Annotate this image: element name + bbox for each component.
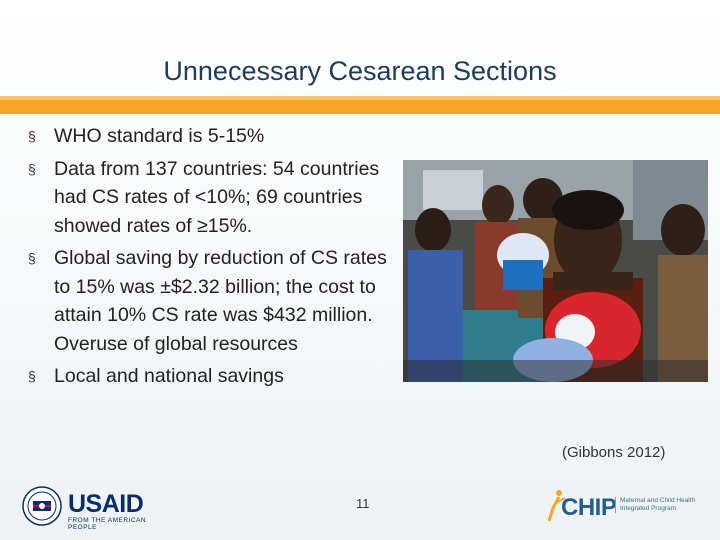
usaid-logo: USAID FROM THE AMERICAN PEOPLE xyxy=(22,484,172,531)
bullet-marker: § xyxy=(28,250,36,266)
bullet-text: Global saving by reduction of CS rates t… xyxy=(54,247,387,355)
bullet-marker: § xyxy=(28,160,36,177)
bullet-marker: § xyxy=(28,368,36,384)
bullet-item: § Data from 137 countries: 54 countries … xyxy=(28,155,400,241)
bullet-item: § WHO standard is 5-15% xyxy=(28,122,400,151)
chip-description: Maternal and Child Health Integrated Pro… xyxy=(615,497,705,513)
bullet-text: Local and national savings xyxy=(54,365,284,387)
usaid-seal-icon xyxy=(22,486,62,526)
bullet-item: § Local and national savings xyxy=(28,362,400,391)
bullet-marker: § xyxy=(28,128,36,144)
bullet-list: § WHO standard is 5-15% § Data from 137 … xyxy=(28,122,400,395)
title-accent-bar xyxy=(0,96,720,114)
mothers-with-babies-photo xyxy=(403,160,708,382)
slide-title: Unnecessary Cesarean Sections xyxy=(163,56,557,86)
citation: (Gibbons 2012) xyxy=(562,444,666,461)
bullet-item: § Global saving by reduction of CS rates… xyxy=(28,244,400,358)
chip-figure-icon xyxy=(547,490,566,522)
photo-illustration xyxy=(403,160,708,382)
chip-logo: CHIP Maternal and Child Health Integrate… xyxy=(545,486,705,526)
bullet-text: WHO standard is 5-15% xyxy=(54,125,265,147)
page-number: 11 xyxy=(356,496,370,511)
usaid-brand-text: USAID xyxy=(68,490,144,518)
usaid-brand: USAID xyxy=(68,490,144,519)
chip-brand: CHIP xyxy=(561,494,617,521)
bullet-text: Data from 137 countries: 54 countries ha… xyxy=(54,157,380,237)
title-accent-highlight xyxy=(0,96,720,100)
usaid-tagline: FROM THE AMERICAN PEOPLE xyxy=(68,517,147,531)
